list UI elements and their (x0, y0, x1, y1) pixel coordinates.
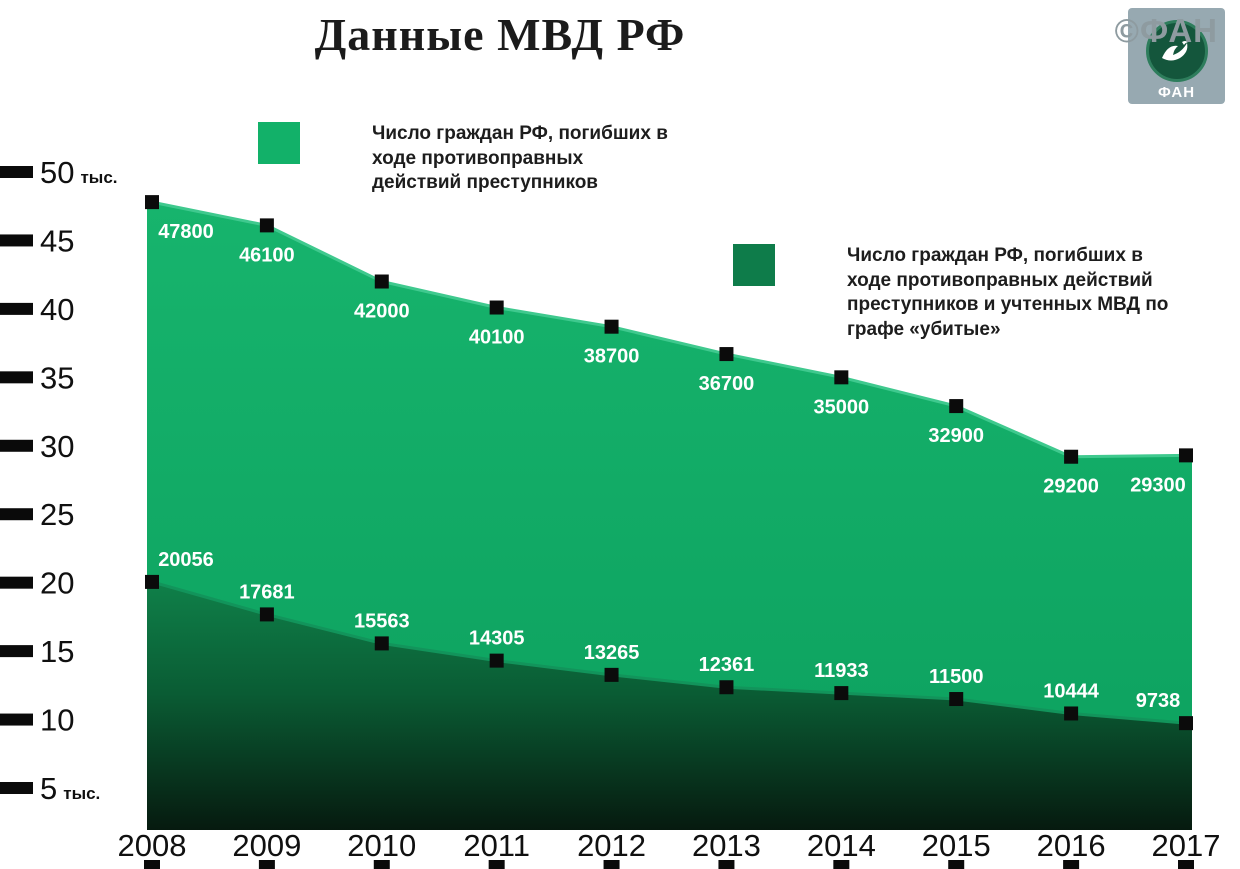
svg-text:32900: 32900 (928, 425, 984, 447)
svg-text:10: 10 (40, 703, 74, 738)
svg-text:2010: 2010 (347, 828, 416, 863)
svg-text:12361: 12361 (699, 654, 755, 676)
fan-logo: ФАН (1128, 8, 1225, 104)
svg-text:30: 30 (40, 429, 74, 464)
svg-text:45: 45 (40, 223, 74, 258)
svg-text:2014: 2014 (807, 828, 876, 863)
svg-text:11500: 11500 (929, 666, 984, 688)
svg-text:38700: 38700 (584, 346, 640, 368)
svg-text:25: 25 (40, 497, 74, 532)
svg-text:20: 20 (40, 566, 74, 601)
svg-text:2015: 2015 (922, 828, 991, 863)
svg-text:2009: 2009 (232, 828, 301, 863)
legend-label-series-1: Число граждан РФ, погибших в ходе против… (372, 123, 668, 194)
svg-text:10444: 10444 (1043, 680, 1099, 702)
svg-text:42000: 42000 (354, 301, 410, 323)
legend-swatch-dark-green (733, 244, 775, 286)
svg-text:2011: 2011 (463, 828, 530, 863)
legend-swatch-light-green (258, 122, 300, 164)
svg-text:29200: 29200 (1043, 476, 1099, 498)
svg-text:40: 40 (40, 292, 74, 327)
legend-series-2: Число граждан РФ, погибших в ходе против… (733, 244, 1177, 343)
svg-text:29300: 29300 (1130, 474, 1186, 496)
svg-text:36700: 36700 (699, 373, 755, 395)
svg-text:20056: 20056 (158, 549, 214, 571)
fan-logo-emblem-icon (1145, 20, 1208, 82)
svg-text:2017: 2017 (1152, 828, 1221, 863)
svg-text:40100: 40100 (469, 327, 525, 349)
svg-text:15: 15 (40, 634, 74, 669)
legend-label-series-2: Число граждан РФ, погибших в ходе против… (847, 245, 1169, 341)
svg-text:13265: 13265 (584, 642, 640, 664)
svg-text:2012: 2012 (577, 828, 646, 863)
svg-text:2013: 2013 (692, 828, 761, 863)
fan-logo-label: ФАН (1157, 84, 1196, 101)
svg-text:17681: 17681 (239, 581, 295, 603)
page-title: Данные МВД РФ (314, 9, 686, 60)
svg-text:14305: 14305 (469, 628, 525, 650)
svg-text:35: 35 (40, 360, 74, 395)
svg-text:9738: 9738 (1136, 690, 1181, 712)
svg-text:15563: 15563 (354, 610, 410, 632)
svg-text:47800: 47800 (158, 221, 214, 243)
svg-text:2016: 2016 (1037, 828, 1106, 863)
svg-text:35000: 35000 (814, 396, 870, 418)
legend-series-1: Число граждан РФ, погибших в ходе против… (258, 122, 672, 196)
bird-icon (1161, 41, 1188, 61)
svg-text:11933: 11933 (814, 660, 869, 682)
watermark: ©ФАН (1114, 12, 1218, 49)
svg-text:46100: 46100 (239, 244, 295, 266)
svg-text:2008: 2008 (118, 828, 187, 863)
